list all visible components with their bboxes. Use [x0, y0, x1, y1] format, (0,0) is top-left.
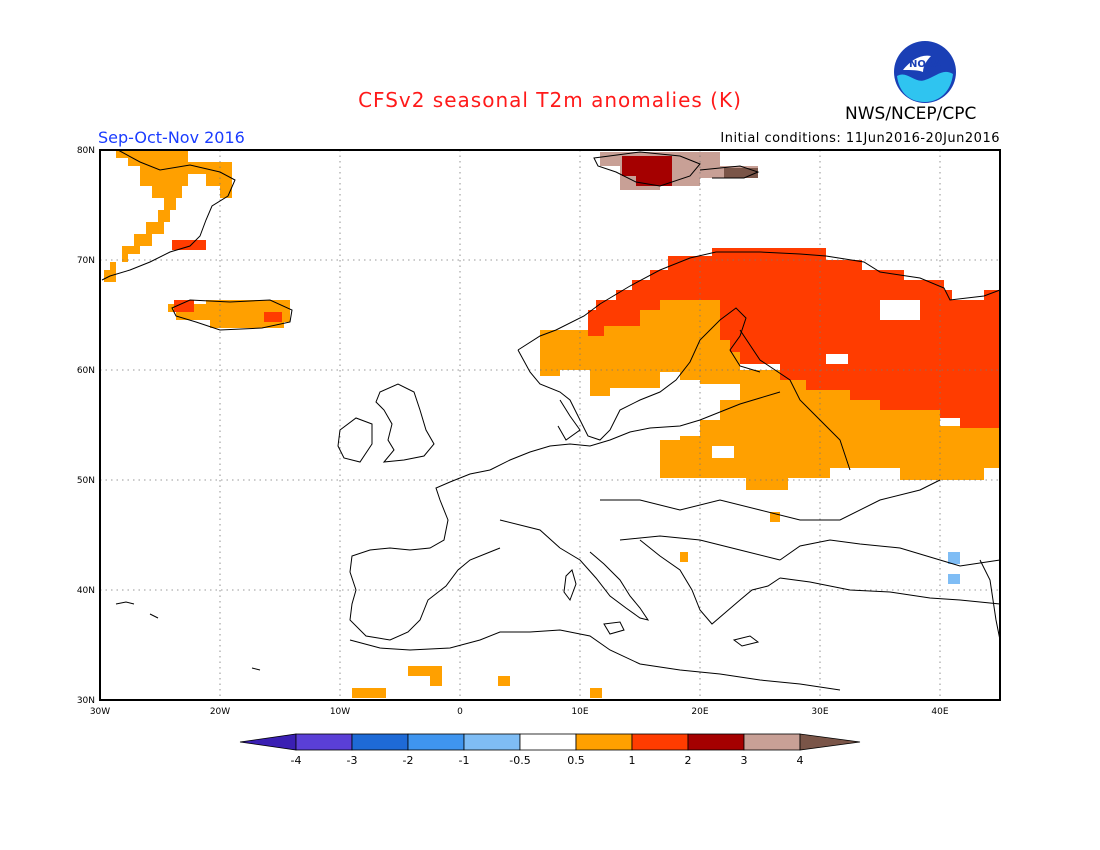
- colorbar-swatch: [687, 733, 745, 751]
- map-frame: [99, 149, 1001, 701]
- anomaly-region-svalbard-dark: [622, 156, 672, 186]
- colorbar-label: 3: [741, 754, 748, 767]
- anomaly-cell-caucasus-2: [948, 574, 960, 584]
- colorbar-label: -2: [403, 754, 414, 767]
- anomaly-hole-1: [826, 354, 848, 364]
- anomaly-hole-2: [712, 446, 734, 458]
- lat-label: 70N: [77, 256, 95, 266]
- anomaly-region-iceland-red2: [264, 312, 282, 322]
- season-label: Sep-Oct-Nov 2016: [98, 128, 245, 147]
- colorbar-labels: -4 -3 -2 -1 -0.5 0.5 1 2 3 4: [291, 754, 804, 767]
- lat-label: 40N: [77, 586, 95, 596]
- anomaly-region-scandinavia-red: [588, 248, 1000, 428]
- colorbar-label: 2: [685, 754, 692, 767]
- colorbar-label: -4: [291, 754, 302, 767]
- anomaly-region-greenland-red: [172, 240, 206, 250]
- colorbar-label: -0.5: [509, 754, 530, 767]
- colorbar: [239, 733, 861, 751]
- lon-label: 10E: [571, 707, 588, 717]
- anomaly-cell-caucasus-1: [948, 552, 960, 564]
- gridlines: [100, 150, 1000, 700]
- anomaly-fill-layer: [104, 150, 1000, 698]
- colorbar-label: 0.5: [567, 754, 585, 767]
- anomaly-region-greenland-east: [200, 162, 232, 198]
- colorbar-swatch: [743, 733, 801, 751]
- anomaly-cell-balkans: [680, 552, 688, 562]
- lat-label: 30N: [77, 696, 95, 706]
- colorbar-arrow-right: [799, 733, 861, 751]
- colorbar-label: 1: [629, 754, 636, 767]
- colorbar-swatch: [575, 733, 633, 751]
- colorbar-swatch: [351, 733, 409, 751]
- anomaly-cell-africa-4: [498, 676, 510, 686]
- noaa-logo: NOAA: [894, 41, 956, 103]
- lat-label: 80N: [77, 146, 95, 156]
- anomaly-hole-3: [880, 300, 920, 320]
- initial-conditions-label: Initial conditions: 11Jun2016-20Jun2016: [720, 131, 1000, 146]
- lon-label: 20W: [210, 707, 230, 717]
- colorbar-label: -3: [347, 754, 358, 767]
- coastlines: [101, 149, 1001, 691]
- logo-text: NOAA: [909, 59, 941, 70]
- anomaly-cell-ukraine: [770, 512, 780, 522]
- lat-label: 60N: [77, 366, 95, 376]
- lon-label: 30E: [811, 707, 828, 717]
- lon-label: 20E: [691, 707, 708, 717]
- anomaly-cell-africa-1: [408, 666, 442, 676]
- colorbar-swatch: [295, 733, 353, 751]
- colorbar-swatch: [463, 733, 521, 751]
- anomaly-cell-africa-5: [590, 688, 602, 698]
- colorbar-label: -1: [459, 754, 470, 767]
- colorbar-swatch: [631, 733, 689, 751]
- map-title: CFSv2 seasonal T2m anomalies (K): [358, 88, 742, 112]
- anomaly-region-greenland: [104, 150, 200, 278]
- colorbar-arrow-left: [239, 733, 297, 751]
- anomaly-region-iceland: [168, 300, 290, 328]
- anomaly-region-svalbard-brown: [724, 168, 758, 178]
- lon-label: 40E: [931, 707, 948, 717]
- lon-label: 30W: [90, 707, 110, 717]
- longitude-labels: 30W 20W 10W 0 10E 20E 30E 40E: [90, 707, 949, 717]
- anomaly-cell-africa-2: [430, 676, 442, 686]
- lon-label: 10W: [330, 707, 350, 717]
- anomaly-region-iceland-red: [174, 300, 194, 312]
- lat-label: 50N: [77, 476, 95, 486]
- colorbar-swatch: [519, 733, 577, 751]
- lon-label: 0: [457, 707, 463, 717]
- agency-label: NWS/NCEP/CPC: [845, 104, 977, 124]
- colorbar-label: 4: [797, 754, 804, 767]
- anomaly-region-finland-red: [720, 330, 740, 352]
- anomaly-cell-africa-3: [352, 688, 386, 698]
- latitude-labels: 30N 40N 50N 60N 70N 80N: [77, 146, 95, 706]
- colorbar-swatch: [407, 733, 465, 751]
